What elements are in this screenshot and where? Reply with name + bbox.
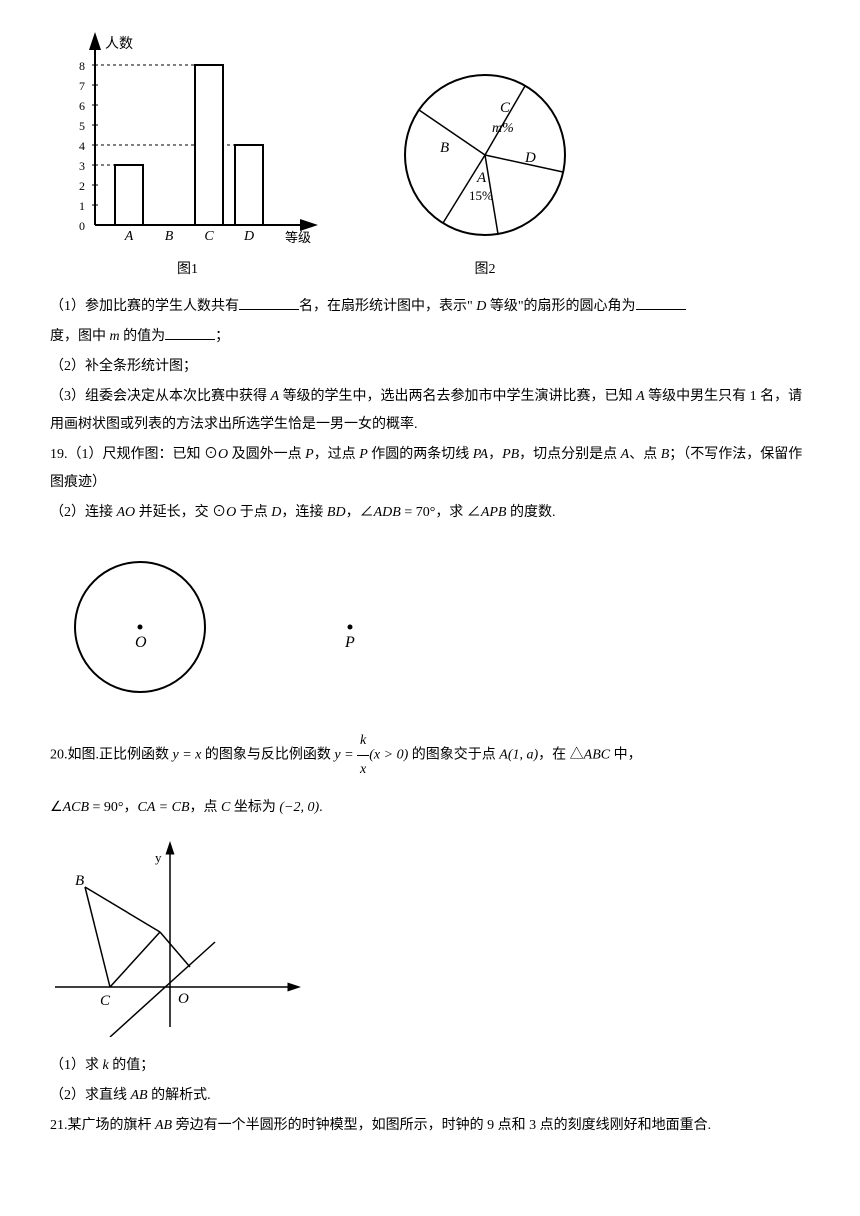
blank-3 xyxy=(165,326,215,340)
pie-chart-svg: C m% B D A 15% xyxy=(385,60,585,250)
q20-line2: ∠ACB = 90°，CA = CB，点 C 坐标为 (−2, 0). xyxy=(50,794,810,822)
bar-chart-svg: 人数 等级 0 1 2 3 4 5 6 7 8 xyxy=(50,30,325,250)
svg-text:A: A xyxy=(124,229,134,244)
charts-row: 人数 等级 0 1 2 3 4 5 6 7 8 xyxy=(50,30,810,278)
svg-text:15%: 15% xyxy=(469,188,493,203)
svg-text:B: B xyxy=(165,229,174,244)
svg-text:5: 5 xyxy=(79,119,85,133)
svg-text:P: P xyxy=(344,634,355,651)
svg-text:0: 0 xyxy=(79,219,85,233)
q20-line1: 20.如图.正比例函数 y = x 的图象与反比例函数 y = kx(x > 0… xyxy=(50,727,810,784)
svg-text:等级: 等级 xyxy=(285,230,311,245)
q20-sub2: （2）求直线 AB 的解析式. xyxy=(50,1082,810,1110)
q21-line: 21.某广场的旗杆 AB 旁边有一个半圆形的时钟模型，如图所示，时钟的 9 点和… xyxy=(50,1112,810,1140)
svg-text:1: 1 xyxy=(79,199,85,213)
q1-line1: （1）参加比赛的学生人数共有名，在扇形统计图中，表示" D 等级"的扇形的圆心角… xyxy=(50,293,810,321)
pie-chart-caption: 图2 xyxy=(385,258,585,278)
svg-text:m%: m% xyxy=(492,121,514,136)
q19-line2: （2）连接 AO 并延长，交 ⊙O 于点 D，连接 BD，∠ADB = 70°，… xyxy=(50,499,810,527)
q20-sub1: （1）求 k 的值； xyxy=(50,1052,810,1080)
q19-line1: 19.（1）尺规作图：已知 ⊙O 及圆外一点 P，过点 P 作圆的两条切线 PA… xyxy=(50,441,810,497)
svg-text:O: O xyxy=(135,634,147,651)
bar-chart-caption: 图1 xyxy=(50,258,325,278)
svg-text:6: 6 xyxy=(79,99,85,113)
svg-text:8: 8 xyxy=(79,59,85,73)
svg-text:3: 3 xyxy=(79,159,85,173)
q2-line: （2）补全条形统计图； xyxy=(50,353,810,381)
svg-text:人数: 人数 xyxy=(105,36,133,52)
circle-figure: O P xyxy=(50,542,810,712)
svg-text:C: C xyxy=(500,100,511,116)
svg-text:D: D xyxy=(243,229,254,244)
svg-text:B: B xyxy=(440,140,449,156)
blank-2 xyxy=(636,296,686,310)
svg-text:O: O xyxy=(178,991,189,1007)
pie-chart-container: C m% B D A 15% 图2 xyxy=(385,60,585,278)
svg-text:C: C xyxy=(204,229,214,244)
bar-chart-container: 人数 等级 0 1 2 3 4 5 6 7 8 xyxy=(50,30,325,278)
svg-text:A: A xyxy=(476,170,487,186)
svg-text:y: y xyxy=(155,850,162,865)
svg-text:4: 4 xyxy=(79,139,85,153)
q3-line: （3）组委会决定从本次比赛中获得 A 等级的学生中，选出两名去参加市中学生演讲比… xyxy=(50,383,810,439)
svg-text:B: B xyxy=(75,873,84,889)
svg-text:D: D xyxy=(524,150,536,166)
q1-line2: 度，图中 m 的值为； xyxy=(50,323,810,351)
coord-figure: B C O y xyxy=(50,837,810,1037)
blank-1 xyxy=(239,296,299,310)
svg-text:C: C xyxy=(100,993,111,1009)
svg-text:2: 2 xyxy=(79,179,85,193)
svg-text:7: 7 xyxy=(79,79,85,93)
